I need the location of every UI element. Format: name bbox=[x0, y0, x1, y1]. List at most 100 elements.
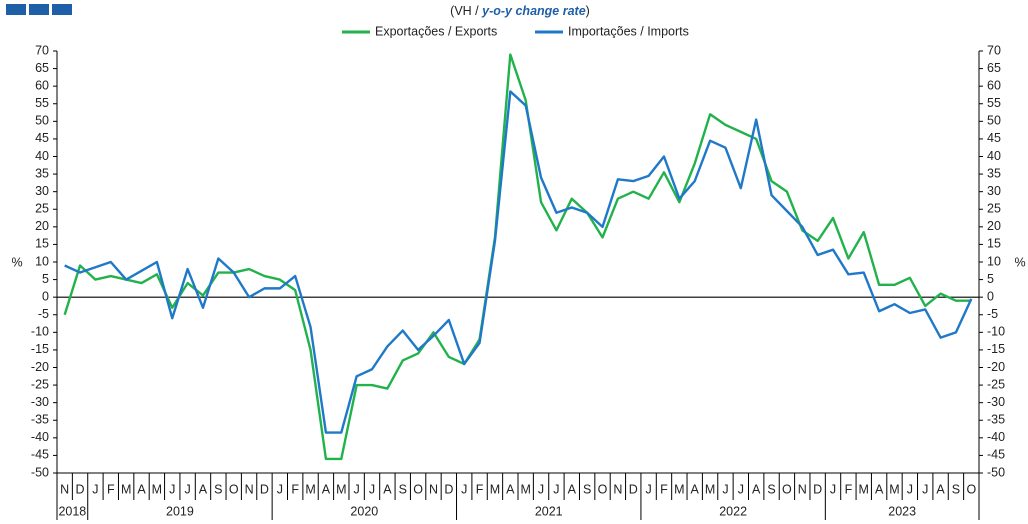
x-tick-label: M bbox=[674, 482, 684, 496]
x-tick-label: F bbox=[660, 482, 668, 496]
y2-tick-label: 60 bbox=[987, 78, 1001, 92]
legend-label: Exportações / Exports bbox=[375, 24, 497, 38]
x-tick-label: M bbox=[490, 482, 500, 496]
x-tick-label: A bbox=[936, 482, 945, 496]
x-tick-label: A bbox=[322, 482, 331, 496]
x-tick-label: M bbox=[889, 482, 899, 496]
y2-tick-label: -10 bbox=[987, 325, 1005, 339]
x-tick-label: M bbox=[152, 482, 162, 496]
y-tick-label: 40 bbox=[35, 149, 49, 163]
x-tick-label: F bbox=[291, 482, 299, 496]
x-tick-label: O bbox=[782, 482, 792, 496]
x-tick-label: A bbox=[506, 482, 515, 496]
y2-tick-label: -35 bbox=[987, 413, 1005, 427]
x-tick-label: D bbox=[813, 482, 822, 496]
x-tick-label: N bbox=[613, 482, 622, 496]
chart-title: (VH / y-o-y change rate) bbox=[450, 4, 590, 18]
year-label: 2022 bbox=[719, 504, 747, 518]
y-tick-label: 5 bbox=[42, 272, 49, 286]
y-tick-label: -40 bbox=[31, 430, 49, 444]
y-tick-label: 25 bbox=[35, 202, 49, 216]
x-tick-label: J bbox=[830, 482, 836, 496]
x-tick-label: O bbox=[966, 482, 976, 496]
x-tick-label: J bbox=[553, 482, 559, 496]
x-tick-label: J bbox=[922, 482, 928, 496]
y2-tick-label: 5 bbox=[987, 272, 994, 286]
y2-tick-label: 70 bbox=[987, 43, 1001, 57]
x-tick-label: J bbox=[369, 482, 375, 496]
y2-tick-label: -25 bbox=[987, 377, 1005, 391]
x-tick-label: J bbox=[645, 482, 651, 496]
x-tick-label: A bbox=[383, 482, 392, 496]
y2-tick-label: 50 bbox=[987, 114, 1001, 128]
x-tick-label: S bbox=[399, 482, 407, 496]
y-axis-label: % bbox=[11, 255, 22, 269]
y-tick-label: 15 bbox=[35, 237, 49, 251]
y-tick-label: -30 bbox=[31, 395, 49, 409]
x-tick-label: M bbox=[859, 482, 869, 496]
y-tick-label: 30 bbox=[35, 184, 49, 198]
logo-block bbox=[29, 4, 49, 15]
y2-tick-label: 10 bbox=[987, 254, 1001, 268]
x-tick-label: N bbox=[798, 482, 807, 496]
y-tick-label: 10 bbox=[35, 254, 49, 268]
y-tick-label: 45 bbox=[35, 131, 49, 145]
x-tick-label: A bbox=[752, 482, 761, 496]
year-label: 2018 bbox=[58, 504, 86, 518]
title-prefix: (VH / bbox=[450, 4, 479, 18]
x-tick-label: M bbox=[121, 482, 131, 496]
x-tick-label: D bbox=[76, 482, 85, 496]
y2-tick-label: -50 bbox=[987, 465, 1005, 479]
y-tick-label: 60 bbox=[35, 78, 49, 92]
logo-block bbox=[6, 4, 26, 15]
x-tick-label: O bbox=[598, 482, 608, 496]
x-tick-label: S bbox=[767, 482, 775, 496]
x-tick-label: A bbox=[137, 482, 146, 496]
x-tick-label: O bbox=[413, 482, 423, 496]
y-tick-label: 65 bbox=[35, 61, 49, 75]
y2-axis-label: % bbox=[1014, 255, 1025, 269]
year-label: 2021 bbox=[535, 504, 563, 518]
y-tick-label: -45 bbox=[31, 448, 49, 462]
x-tick-label: A bbox=[199, 482, 208, 496]
year-label: 2020 bbox=[350, 504, 378, 518]
x-tick-label: A bbox=[691, 482, 700, 496]
y2-tick-label: 40 bbox=[987, 149, 1001, 163]
y2-tick-label: 25 bbox=[987, 202, 1001, 216]
x-tick-label: N bbox=[429, 482, 438, 496]
x-tick-label: D bbox=[260, 482, 269, 496]
y2-tick-label: -45 bbox=[987, 448, 1005, 462]
y2-tick-label: 35 bbox=[987, 166, 1001, 180]
y-tick-label: 0 bbox=[42, 289, 49, 303]
x-tick-label: S bbox=[583, 482, 591, 496]
x-tick-label: O bbox=[229, 482, 239, 496]
y2-tick-label: -20 bbox=[987, 360, 1005, 374]
x-tick-label: S bbox=[214, 482, 222, 496]
x-tick-label: J bbox=[169, 482, 175, 496]
y2-tick-label: 30 bbox=[987, 184, 1001, 198]
x-tick-label: F bbox=[107, 482, 115, 496]
x-tick-label: J bbox=[722, 482, 728, 496]
x-tick-label: M bbox=[520, 482, 530, 496]
y2-tick-label: 20 bbox=[987, 219, 1001, 233]
title-suffix: ) bbox=[586, 4, 590, 18]
y2-tick-label: -40 bbox=[987, 430, 1005, 444]
y-tick-label: 70 bbox=[35, 43, 49, 57]
y-tick-label: -10 bbox=[31, 325, 49, 339]
x-tick-label: F bbox=[845, 482, 853, 496]
x-tick-label: J bbox=[461, 482, 467, 496]
y-tick-label: 20 bbox=[35, 219, 49, 233]
x-tick-label: S bbox=[952, 482, 960, 496]
y-tick-label: -15 bbox=[31, 342, 49, 356]
series-line bbox=[64, 90, 973, 434]
x-tick-label: D bbox=[629, 482, 638, 496]
legend-label: Importações / Imports bbox=[568, 24, 689, 38]
x-tick-label: J bbox=[907, 482, 913, 496]
x-tick-label: N bbox=[245, 482, 254, 496]
x-tick-label: J bbox=[92, 482, 98, 496]
y-tick-label: -20 bbox=[31, 360, 49, 374]
year-label: 2019 bbox=[166, 504, 194, 518]
y2-tick-label: -30 bbox=[987, 395, 1005, 409]
y-tick-label: 35 bbox=[35, 166, 49, 180]
